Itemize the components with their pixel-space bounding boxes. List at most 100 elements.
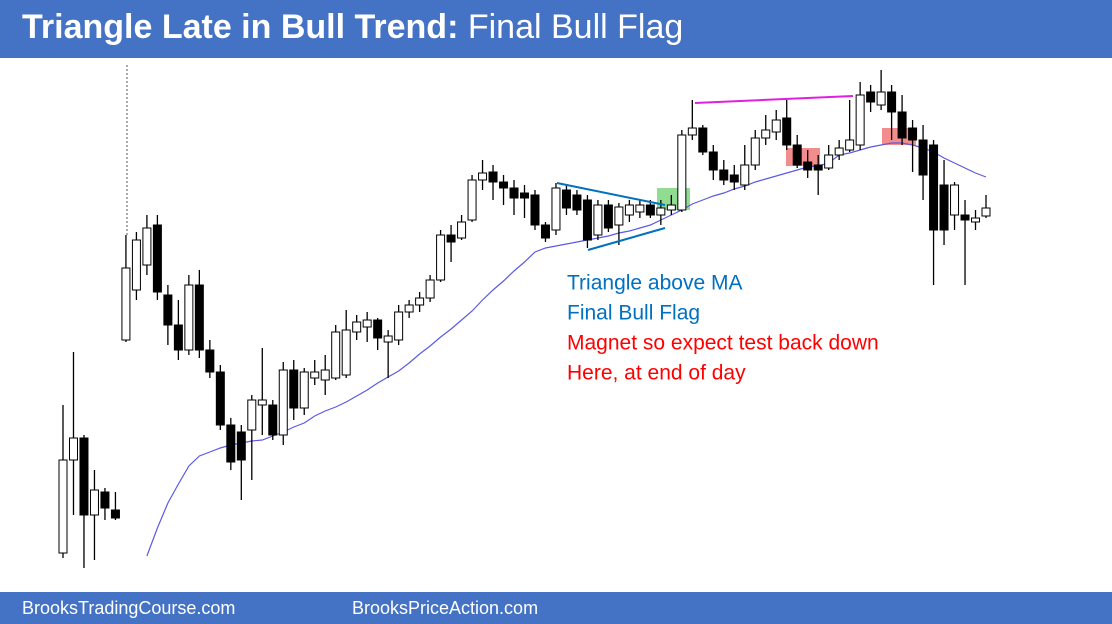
annotation: Triangle above MA — [567, 272, 742, 295]
candle-body — [824, 154, 834, 169]
candle-body — [226, 424, 236, 463]
candle-body — [834, 147, 844, 156]
candles — [58, 70, 991, 568]
candle-body — [173, 324, 183, 351]
candle-body — [278, 369, 288, 436]
footer-link: BrooksTradingCourse.com — [22, 598, 235, 618]
candle-body — [520, 192, 529, 199]
candle-body — [362, 319, 372, 328]
candle-body — [719, 169, 729, 181]
candle-body — [352, 321, 362, 333]
candle-body — [68, 437, 78, 461]
candle-body — [310, 371, 320, 379]
candle-body — [708, 151, 718, 171]
candle-body — [582, 199, 592, 241]
candle-body — [100, 491, 110, 509]
candle-body — [236, 431, 246, 461]
candle-body — [467, 179, 477, 221]
annotation: Final Bull Flag — [567, 302, 700, 325]
candle-body — [645, 204, 655, 216]
candle-body — [131, 239, 141, 291]
candle-body — [950, 184, 960, 216]
footer-link: BrooksPriceAction.com — [352, 598, 538, 618]
candle-body — [572, 194, 582, 211]
candle-body — [876, 91, 886, 106]
highlight-box — [786, 148, 820, 166]
candle-body — [729, 174, 739, 183]
candle-body — [677, 134, 687, 211]
candle-body — [603, 204, 613, 229]
candle-body — [855, 94, 865, 146]
candle-body — [457, 221, 467, 239]
candle-body — [341, 329, 351, 376]
candle-body — [488, 171, 498, 183]
candle-body — [478, 172, 488, 181]
candle-body — [540, 224, 550, 239]
candle-body — [750, 137, 760, 166]
annotations: Triangle above MA Final Bull Flag Magnet s… — [567, 272, 879, 385]
candle-body — [971, 217, 981, 223]
candle-body — [614, 206, 624, 226]
candle-body — [740, 164, 750, 186]
candle-body — [257, 399, 267, 406]
title-sub: Final Bull Flag — [468, 8, 683, 46]
candle-body — [908, 127, 918, 141]
candle-body — [415, 297, 425, 306]
candle-body — [89, 489, 99, 516]
candle-body — [152, 224, 162, 293]
candle-body — [320, 369, 330, 381]
candle-body — [939, 184, 949, 231]
candle-body — [887, 91, 897, 113]
candle-body — [110, 509, 120, 519]
candle-body — [530, 194, 540, 226]
candle-body — [331, 331, 341, 379]
candle-body — [247, 399, 257, 431]
candle-body — [666, 204, 676, 211]
candle-body — [142, 227, 152, 266]
candle-body — [687, 127, 697, 136]
triangle-line — [587, 227, 666, 251]
candle-body — [624, 204, 634, 216]
candle-body — [981, 207, 991, 217]
candle-body — [499, 181, 509, 189]
candle-body — [761, 129, 771, 139]
chart-title: Triangle Late in Bull Trend: Final Bull … — [22, 8, 683, 46]
candle-body — [79, 437, 89, 516]
candle-body — [845, 139, 855, 151]
candle-body — [782, 117, 792, 146]
candle-body — [792, 144, 802, 166]
candle-body — [394, 311, 404, 341]
candle-body — [866, 91, 876, 103]
candle-body — [918, 139, 928, 176]
triangle-line — [556, 182, 666, 206]
candle-body — [446, 234, 456, 243]
candle-body — [593, 204, 603, 236]
candle-body — [803, 161, 813, 171]
annotation: Magnet so expect test back down — [567, 332, 879, 355]
candle-body — [509, 187, 519, 199]
candle-body — [897, 111, 907, 139]
candle-body — [561, 189, 571, 209]
candle-body — [194, 284, 204, 351]
candle-body — [929, 144, 939, 231]
candle-body — [121, 267, 131, 341]
candle-body — [184, 284, 194, 351]
candle-body — [551, 187, 561, 231]
annotation: Here, at end of day — [567, 362, 746, 385]
candle-body — [656, 207, 666, 216]
candle-body — [163, 294, 173, 326]
candle-body — [635, 204, 645, 213]
candle-body — [383, 335, 393, 343]
title-bar — [0, 0, 1112, 58]
candle-body — [205, 349, 215, 373]
candle-body — [58, 459, 68, 554]
candle-body — [373, 319, 383, 339]
candle-body — [960, 214, 970, 221]
candle-body — [215, 371, 225, 426]
candle-body — [299, 371, 309, 409]
candle-body — [698, 127, 708, 153]
candle-body — [289, 369, 299, 409]
footer-bar — [0, 592, 1112, 624]
trend-line — [694, 95, 854, 104]
candle-body — [771, 119, 781, 133]
